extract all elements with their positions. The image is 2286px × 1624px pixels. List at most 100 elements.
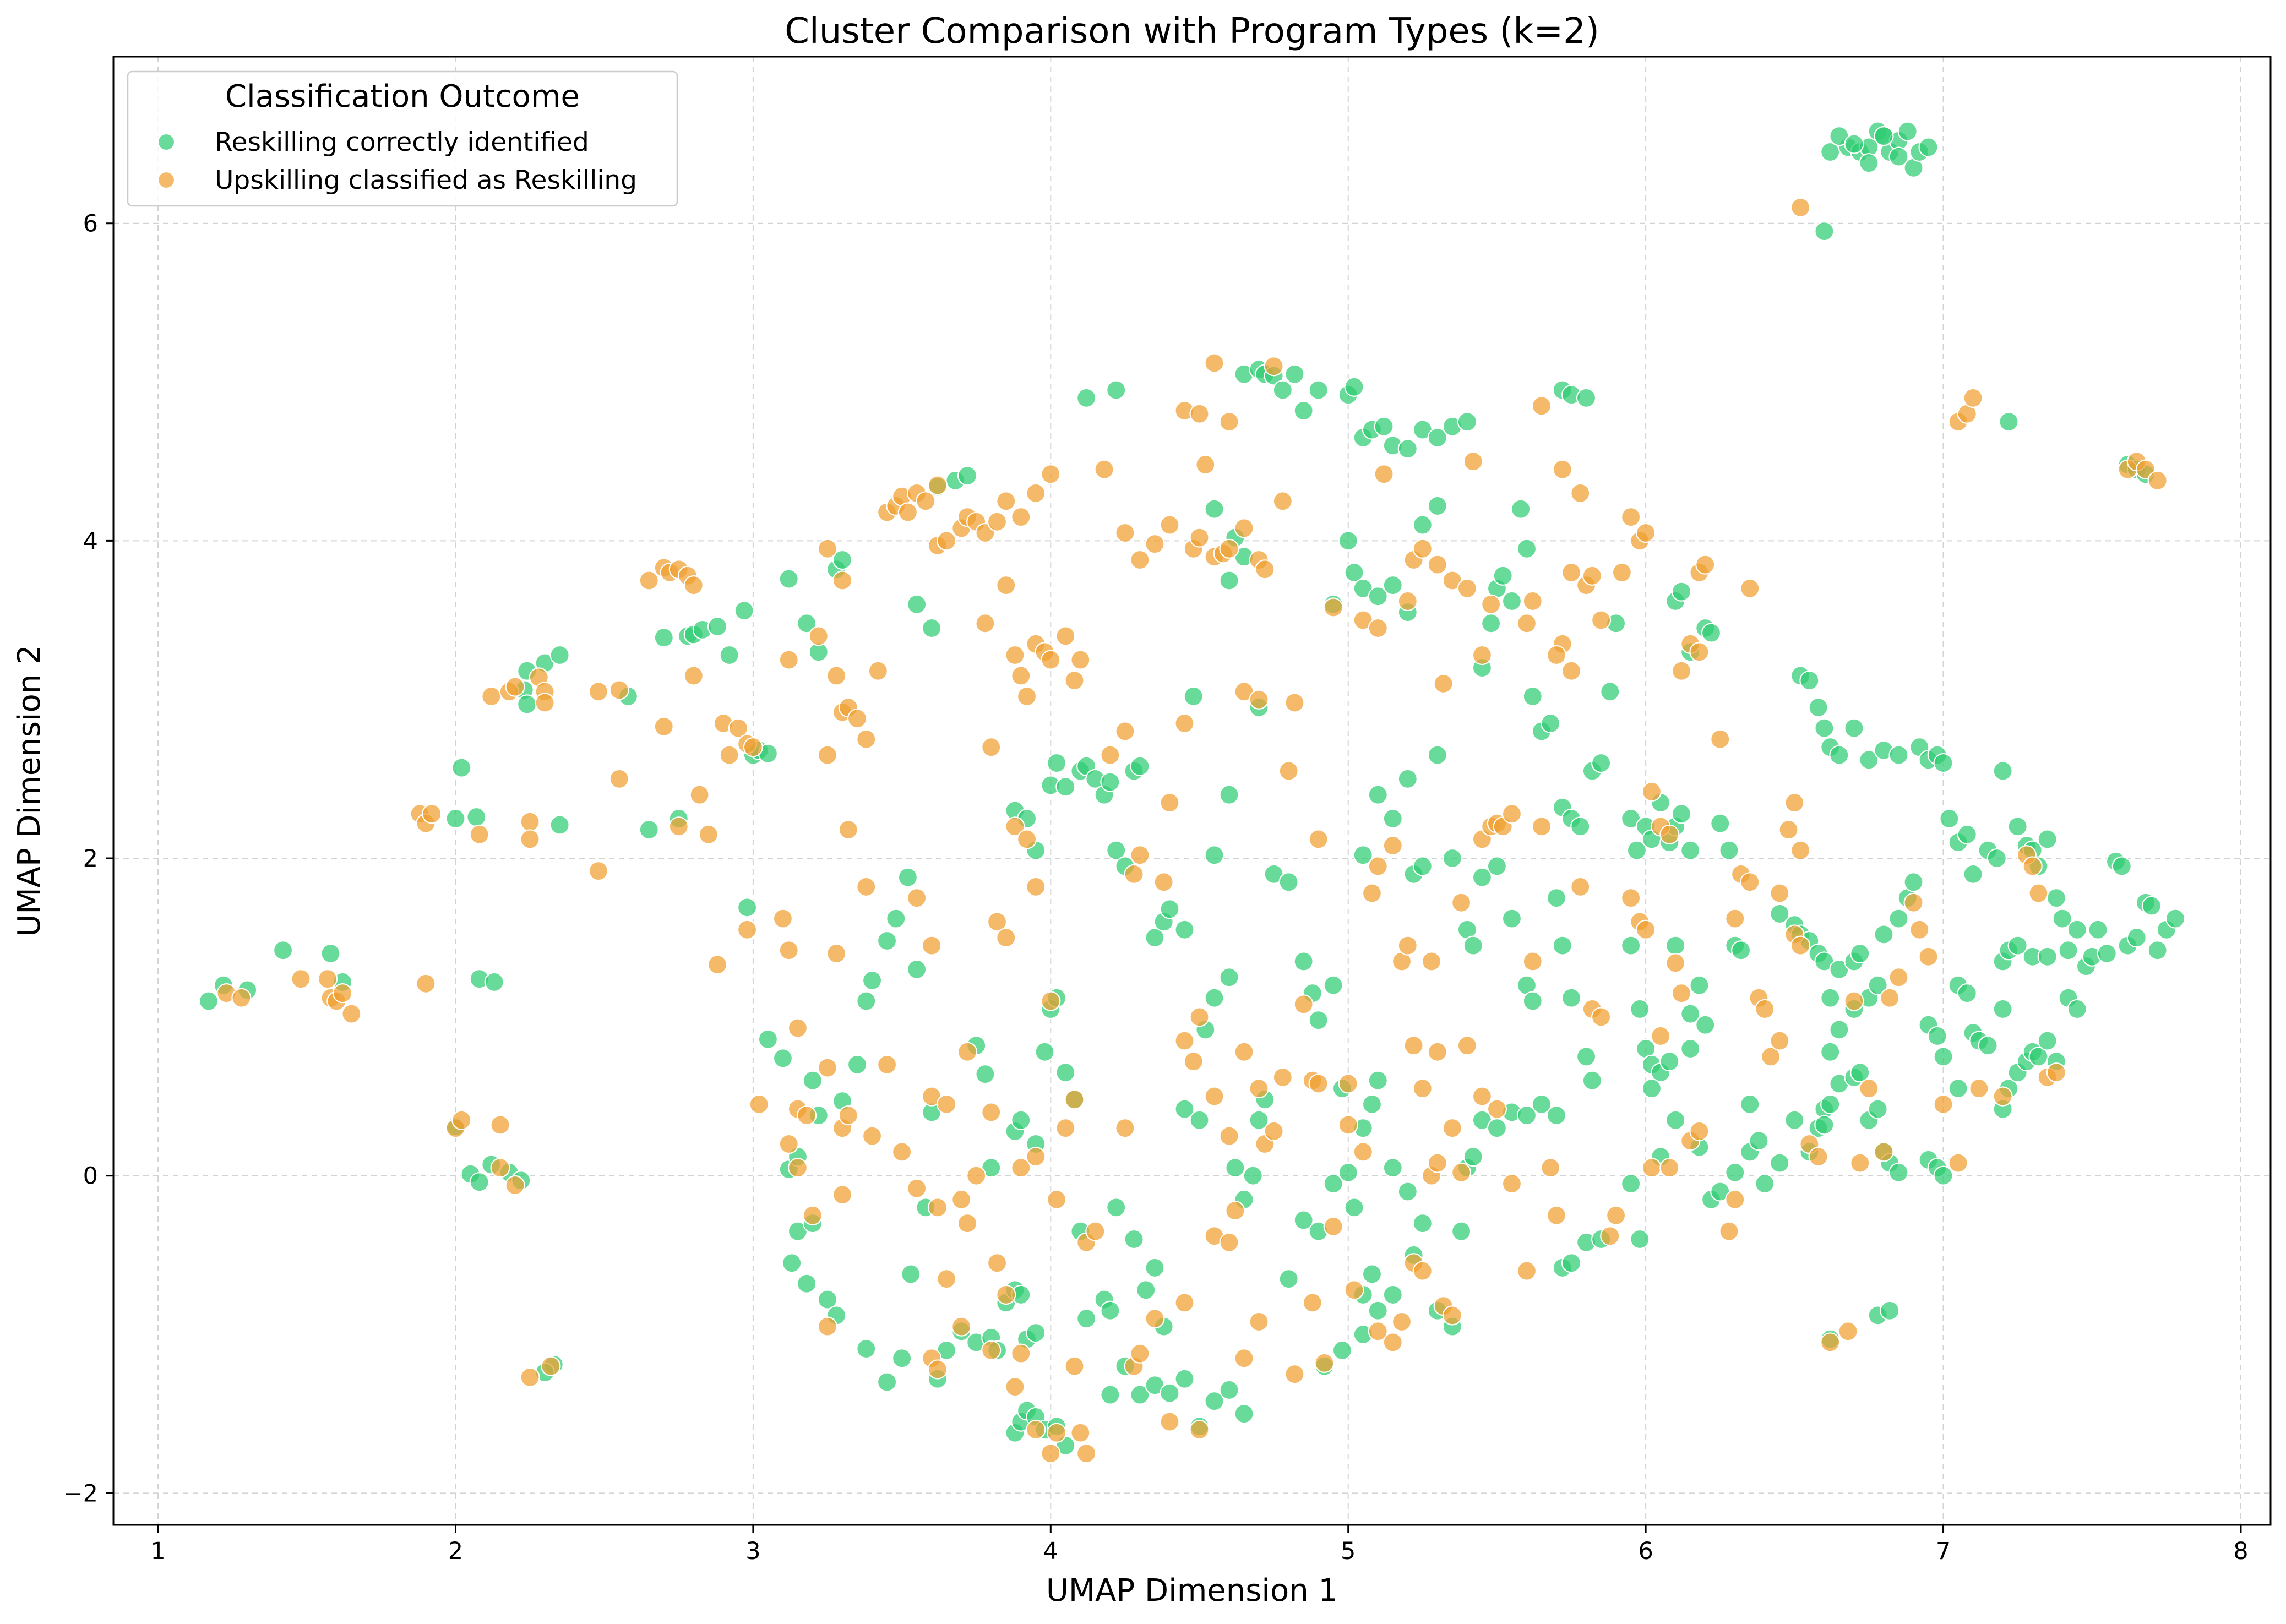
- data-point: [996, 491, 1016, 511]
- data-point: [1451, 892, 1472, 913]
- data-point: [1174, 713, 1195, 734]
- data-point: [466, 806, 487, 827]
- data-point: [1487, 856, 1507, 876]
- data-point: [1189, 1110, 1210, 1130]
- data-point: [689, 784, 710, 805]
- data-point: [1868, 1099, 1888, 1119]
- x-tick-label: 7: [1936, 1538, 1951, 1565]
- data-point: [1412, 538, 1433, 559]
- data-point: [1219, 1232, 1239, 1252]
- data-point: [1362, 883, 1383, 903]
- data-point: [1041, 464, 1061, 484]
- data-point: [2097, 943, 2117, 964]
- data-point: [1005, 1377, 1025, 1397]
- data-point: [1427, 554, 1447, 575]
- series-upskilling: [216, 197, 2168, 1464]
- data-point: [1368, 1321, 1388, 1342]
- data-point: [817, 1316, 838, 1337]
- y-tick-label: 0: [83, 1163, 98, 1190]
- data-point: [1100, 1385, 1120, 1405]
- data-point: [1487, 1118, 1507, 1138]
- data-point: [797, 1273, 817, 1294]
- data-point: [1918, 137, 1939, 157]
- data-point: [856, 876, 877, 897]
- data-point: [1011, 1158, 1031, 1178]
- data-point: [1695, 554, 1716, 575]
- y-tick-label: −2: [63, 1480, 98, 1507]
- data-point: [1501, 1174, 1522, 1194]
- data-point: [520, 829, 540, 849]
- data-point: [1100, 1300, 1120, 1321]
- data-point: [847, 709, 868, 729]
- data-point: [1323, 975, 1343, 995]
- data-point: [1516, 538, 1537, 559]
- data-point: [1344, 1280, 1364, 1300]
- data-point: [505, 677, 525, 697]
- data-point: [505, 1175, 525, 1196]
- data-point: [1948, 1153, 1968, 1173]
- data-point: [1130, 845, 1150, 865]
- data-point: [1591, 753, 1612, 773]
- data-point: [1264, 356, 1284, 377]
- data-point: [1314, 1353, 1335, 1374]
- data-point: [1874, 1142, 1894, 1162]
- data-point: [1085, 1221, 1106, 1241]
- data-point: [1463, 935, 1483, 956]
- data-point: [1576, 388, 1597, 408]
- data-point: [1070, 650, 1091, 670]
- data-point: [1999, 412, 2019, 432]
- data-point: [231, 988, 252, 1008]
- data-point: [1174, 919, 1195, 940]
- data-point: [1433, 673, 1454, 694]
- series-reskilling: [198, 121, 2186, 1456]
- data-point: [1174, 1099, 1195, 1119]
- data-point: [1463, 1146, 1483, 1167]
- data-point: [469, 1172, 489, 1192]
- data-point: [787, 1158, 808, 1178]
- x-tick-label: 5: [1341, 1538, 1356, 1565]
- data-point: [1041, 1443, 1061, 1464]
- data-point: [1293, 994, 1314, 1015]
- axis-ticks: 1 2 3 4 5 6 7 8 −2 0 2 4 6: [63, 210, 2249, 1565]
- data-point: [719, 645, 739, 666]
- data-point: [1725, 1189, 1745, 1210]
- data-point: [1770, 883, 1790, 903]
- data-point: [877, 1054, 897, 1075]
- data-point: [1710, 729, 1730, 749]
- data-point: [535, 693, 555, 713]
- data-point: [1897, 121, 1918, 141]
- data-point: [1927, 1026, 1947, 1047]
- data-point: [1680, 840, 1701, 860]
- data-point: [549, 815, 570, 835]
- data-point: [891, 1142, 912, 1162]
- data-point: [772, 1048, 793, 1069]
- data-point: [1874, 924, 1894, 945]
- x-axis-label: UMAP Dimension 1: [1046, 1573, 1338, 1609]
- data-point: [1770, 1153, 1790, 1173]
- data-point: [2058, 940, 2078, 961]
- data-point: [1442, 1305, 1462, 1326]
- data-point: [856, 1338, 877, 1359]
- data-point: [1671, 804, 1692, 824]
- data-point: [1427, 427, 1447, 448]
- data-point: [996, 575, 1016, 596]
- data-point: [922, 618, 942, 639]
- data-point: [1621, 888, 1641, 908]
- data-point: [1016, 829, 1037, 849]
- data-point: [1963, 388, 1983, 408]
- data-point: [1859, 1078, 1879, 1099]
- data-point: [1472, 645, 1493, 666]
- data-point: [2007, 935, 2028, 956]
- data-point: [1047, 753, 1067, 773]
- data-point: [1368, 856, 1388, 876]
- data-point: [1344, 377, 1364, 397]
- data-point: [1383, 575, 1403, 596]
- data-point: [1249, 1311, 1269, 1332]
- data-point: [951, 1316, 972, 1337]
- data-point: [1755, 1174, 1775, 1194]
- data-point: [1391, 1311, 1412, 1332]
- data-point: [987, 511, 1008, 532]
- data-point: [1874, 126, 1894, 146]
- data-point: [1749, 1131, 1769, 1151]
- data-point: [2165, 908, 2186, 929]
